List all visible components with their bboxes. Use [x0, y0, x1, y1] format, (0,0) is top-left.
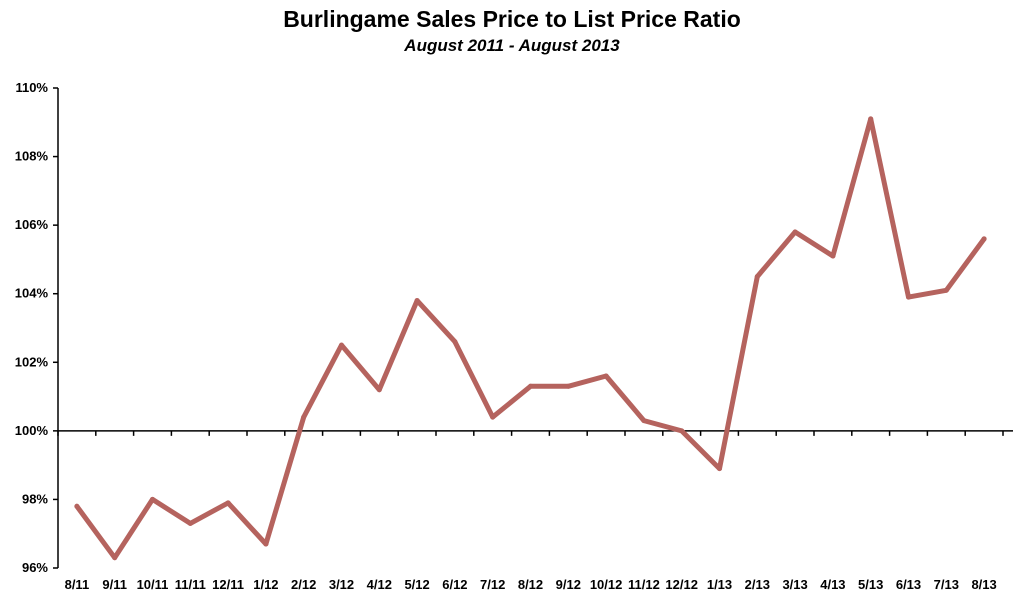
x-tick-label: 2/12	[291, 577, 316, 592]
x-tick-label: 3/13	[782, 577, 807, 592]
y-tick-label: 110%	[15, 80, 48, 95]
data-point	[74, 503, 80, 509]
data-point	[679, 428, 685, 434]
series-line	[74, 116, 987, 561]
x-tick-label: 8/13	[971, 577, 996, 592]
x-tick-label: 7/12	[480, 577, 505, 592]
data-point	[830, 253, 836, 259]
y-tick-label: 100%	[15, 423, 49, 438]
data-point	[339, 342, 344, 348]
data-point	[376, 387, 382, 393]
x-tick-label: 5/13	[858, 577, 883, 592]
x-tick-label: 9/12	[556, 577, 581, 592]
x-tick-label: 10/11	[137, 577, 169, 592]
x-tick-label: 12/11	[212, 577, 244, 592]
y-tick-label: 98%	[22, 491, 48, 506]
data-point	[150, 496, 155, 502]
x-tick-label: 4/12	[367, 577, 392, 592]
data-point	[641, 418, 647, 424]
data-point	[225, 500, 231, 506]
data-point	[603, 373, 609, 379]
x-tick-label: 12/12	[665, 577, 698, 592]
data-point	[263, 541, 269, 547]
x-tick-label: 11/11	[175, 577, 206, 592]
data-point	[792, 229, 798, 235]
data-point	[490, 414, 496, 420]
x-tick-label: 2/13	[745, 577, 770, 592]
data-point	[943, 287, 949, 293]
data-point	[301, 414, 307, 420]
data-point	[187, 520, 193, 526]
y-tick-label: 106%	[15, 217, 49, 232]
x-tick-label: 6/13	[896, 577, 921, 592]
data-point	[565, 383, 571, 389]
y-tick-label: 108%	[15, 149, 49, 164]
x-tick-label: 8/12	[518, 577, 543, 592]
x-tick-label: 5/12	[404, 577, 429, 592]
data-point	[452, 339, 458, 345]
x-tick-label: 1/13	[707, 577, 732, 592]
data-point	[112, 555, 118, 561]
data-point	[717, 466, 722, 472]
x-tick-label: 8/11	[65, 577, 90, 592]
y-tick-label: 96%	[22, 560, 48, 575]
chart-title: Burlingame Sales Price to List Price Rat…	[283, 6, 741, 32]
x-tick-label: 3/12	[329, 577, 354, 592]
data-point	[754, 274, 760, 280]
x-tick-label: 1/12	[253, 577, 278, 592]
chart-subtitle: August 2011 - August 2013	[404, 36, 620, 55]
x-tick-label: 7/13	[934, 577, 959, 592]
x-tick-label: 9/11	[102, 577, 127, 592]
x-tick-label: 11/12	[628, 577, 660, 592]
x-tick-label: 4/13	[820, 577, 845, 592]
y-tick-label: 102%	[15, 354, 49, 369]
x-tick-label: 6/12	[442, 577, 467, 592]
data-point	[414, 298, 420, 304]
data-point	[528, 383, 533, 389]
data-point	[906, 294, 911, 300]
data-point	[981, 236, 987, 242]
data-point	[868, 116, 874, 122]
x-tick-label: 10/12	[590, 577, 623, 592]
y-tick-label: 104%	[15, 286, 49, 301]
